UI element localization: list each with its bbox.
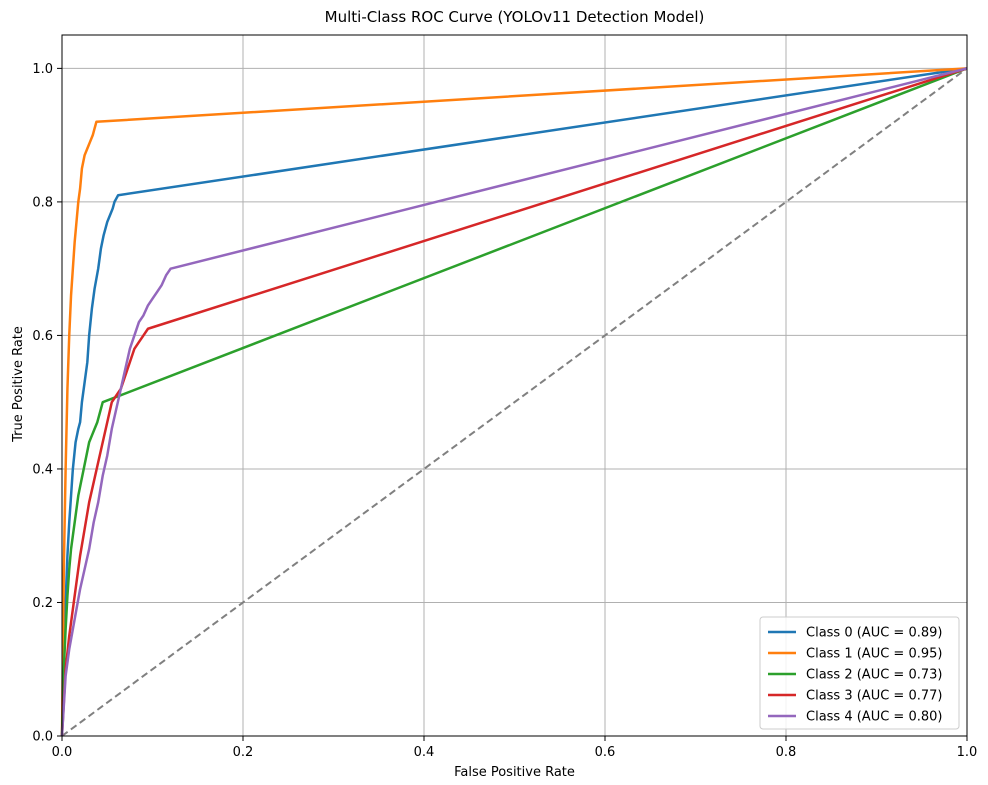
x-tick-label: 0.8 — [776, 745, 797, 760]
y-axis-label: True Positive Rate — [11, 326, 26, 443]
chart-title: Multi-Class ROC Curve (YOLOv11 Detection… — [325, 8, 705, 26]
legend-label: Class 4 (AUC = 0.80) — [806, 710, 942, 725]
x-tick-label: 0.2 — [233, 745, 254, 760]
plot-frame — [61, 34, 968, 737]
legend-box — [759, 616, 960, 730]
series-line-class-4 — [60, 67, 968, 737]
x-tick-label: 0.6 — [595, 745, 616, 760]
legend-label: Class 1 (AUC = 0.95) — [806, 647, 942, 662]
legend: Class 0 (AUC = 0.89) Class 1 (AUC = 0.95)… — [759, 616, 960, 730]
x-axis-label: False Positive Rate — [454, 765, 575, 780]
y-tick-label: 0.8 — [32, 195, 53, 210]
series-layer — [60, 67, 968, 737]
x-tick-label: 1.0 — [957, 745, 978, 760]
legend-label: Class 3 (AUC = 0.77) — [806, 689, 942, 704]
diagonal-reference-line — [61, 67, 968, 737]
legend-item: Class 4 (AUC = 0.80) — [768, 710, 942, 725]
y-tick-label: 0.4 — [32, 462, 53, 477]
x-tick-label: 0.0 — [52, 745, 73, 760]
legend-item: Class 1 (AUC = 0.95) — [768, 647, 942, 662]
y-tick-label: 0.6 — [32, 329, 53, 344]
series-line-class-3 — [60, 67, 968, 737]
y-tick-label: 0.0 — [32, 730, 53, 745]
series-line-class-0 — [60, 67, 968, 737]
reference-line — [61, 67, 968, 737]
legend-label: Class 0 (AUC = 0.89) — [806, 626, 942, 641]
y-tick-label: 0.2 — [32, 596, 53, 611]
series-line-class-1 — [60, 67, 968, 737]
legend-item: Class 2 (AUC = 0.73) — [768, 668, 942, 683]
x-axis-ticks: 0.0 0.2 0.4 0.6 0.8 1.0 — [52, 736, 978, 760]
legend-item: Class 3 (AUC = 0.77) — [768, 689, 942, 704]
series-line-class-2 — [60, 67, 968, 737]
legend-item: Class 0 (AUC = 0.89) — [768, 626, 942, 641]
legend-label: Class 2 (AUC = 0.73) — [806, 668, 942, 683]
x-tick-label: 0.4 — [414, 745, 435, 760]
y-tick-label: 1.0 — [32, 62, 53, 77]
y-axis-ticks: 0.0 0.2 0.4 0.6 0.8 1.0 — [32, 62, 62, 745]
